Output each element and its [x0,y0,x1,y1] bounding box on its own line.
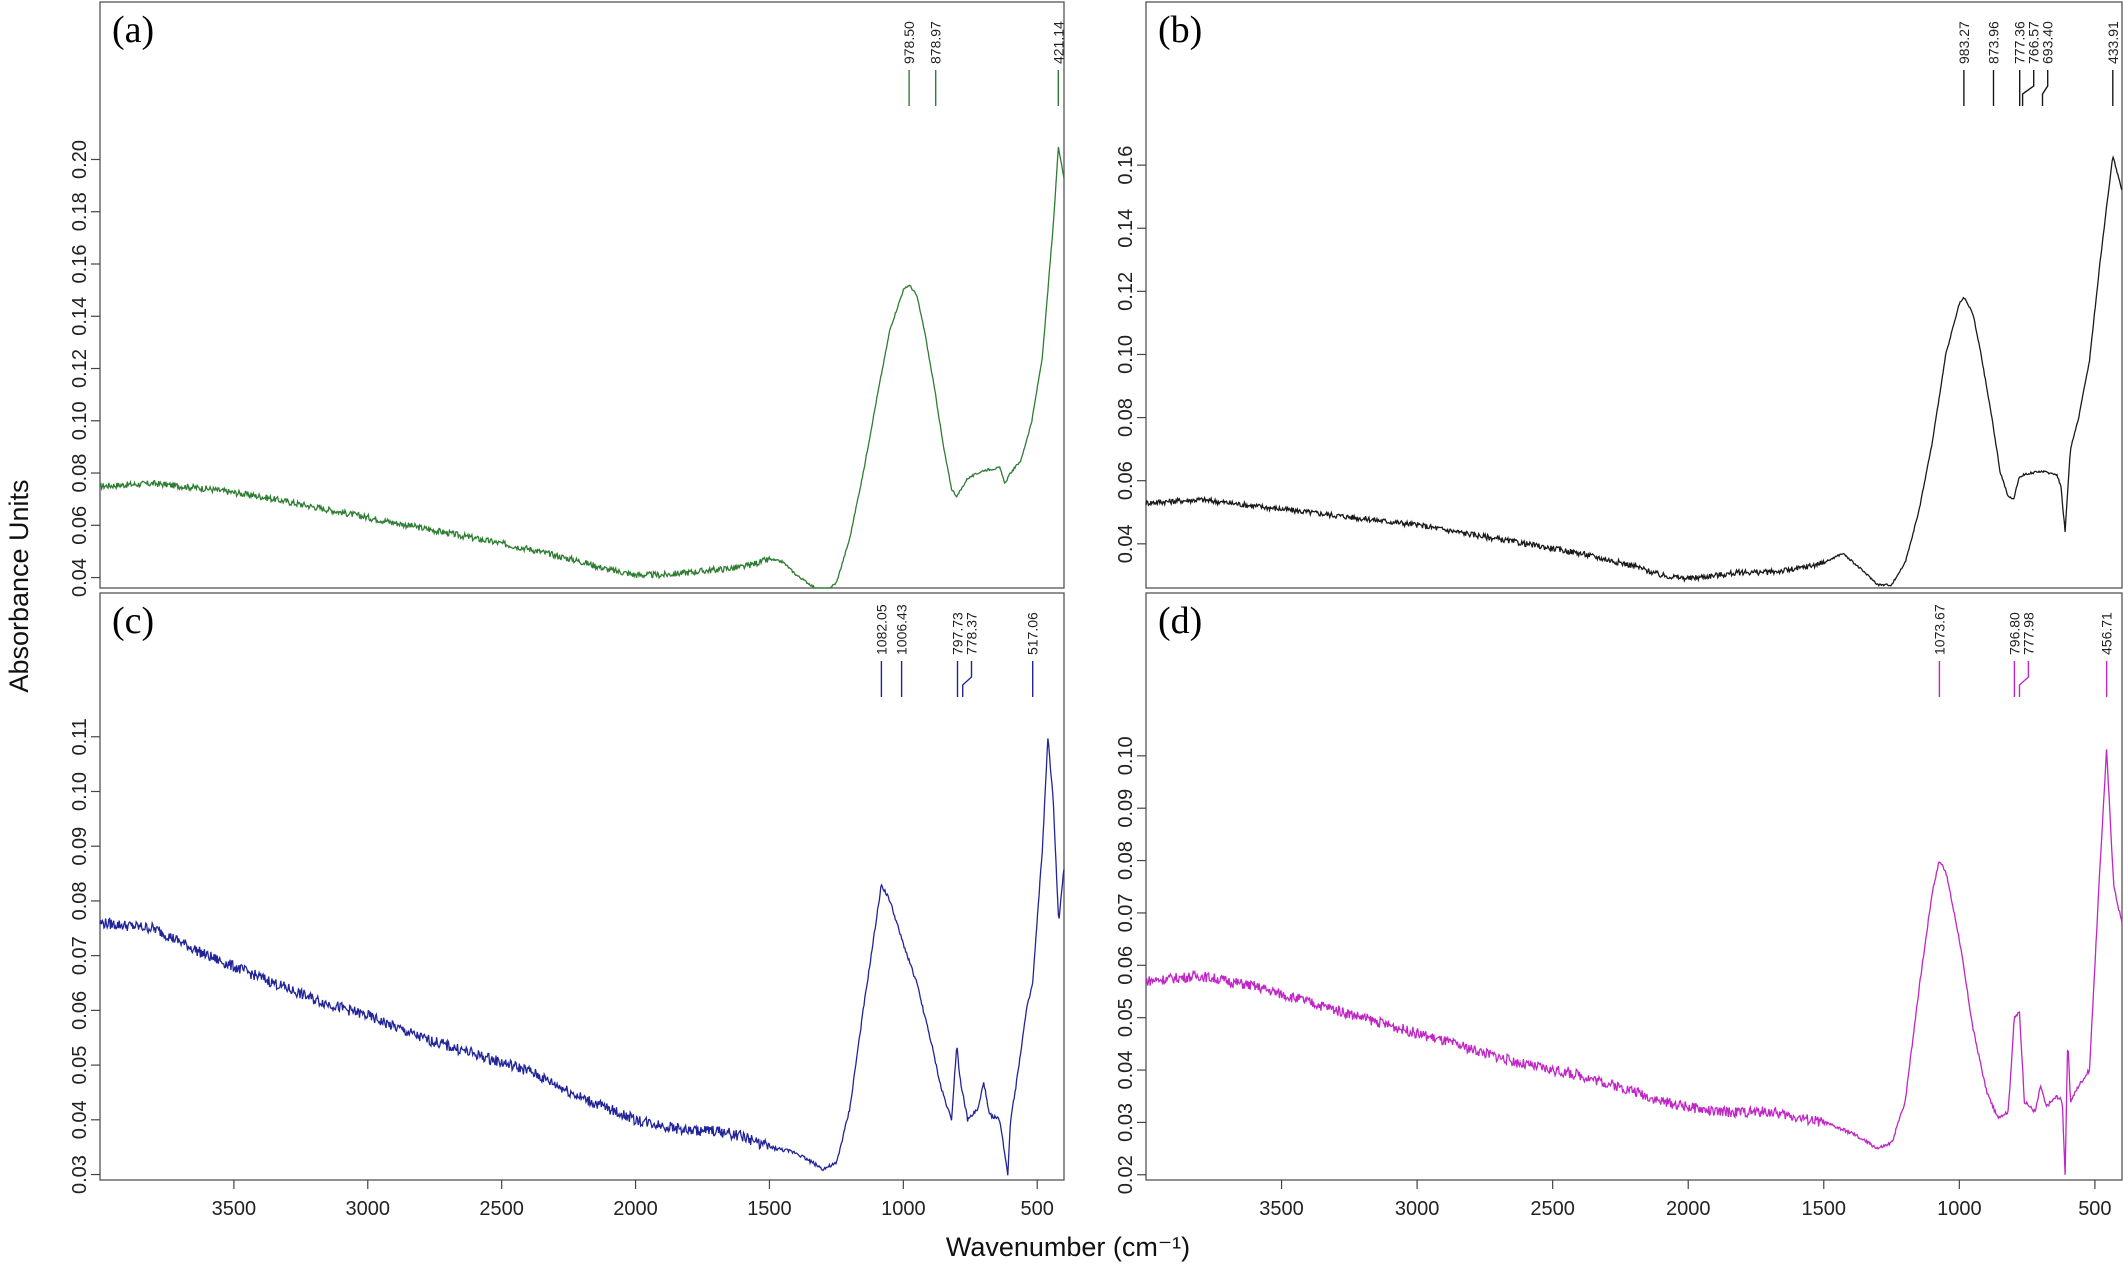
spectrum-line [1145,155,2123,588]
x-tick-label: 2500 [1530,1198,1575,1220]
panel-label: (b) [1158,9,1202,51]
y-tick-label: 0.05 [1115,998,1137,1037]
spectrum-line [1145,749,2123,1175]
peak-label: 978.50 [901,21,917,64]
panel-b: (b) 0.04 0.06 0.08 0.10 0.12 0.14 0.16 983.27 873… [1115,1,2123,589]
x-tick-label: 3500 [1259,1198,1304,1220]
x-tick-label: 1500 [1802,1198,1847,1220]
panel-label: (a) [112,9,154,51]
x-tick-label: 2000 [613,1198,658,1220]
y-tick-label: 0.07 [1115,893,1137,932]
x-tick-label: 2000 [1666,1198,1711,1220]
y-tick-label: 0.04 [69,558,91,597]
panel-d: (d) 0.02 0.03 0.04 0.05 0.06 0.07 0.08 0.09 0.10 3… [1115,592,2123,1220]
peak-label: 778.37 [963,612,979,655]
x-tick-label: 3500 [212,1198,257,1220]
y-tick-label: 0.07 [69,936,91,975]
y-tick-label: 0.08 [69,454,91,493]
y-tick-label: 0.10 [69,401,91,440]
panel-label: (c) [112,600,154,642]
peak-label: 796.80 [2006,612,2022,655]
y-tick-label: 0.06 [69,506,91,545]
y-tick-label: 0.08 [1115,398,1137,437]
x-tick-label: 3000 [1395,1198,1440,1220]
peak-label: 983.27 [1956,21,1972,64]
y-tick-label: 0.03 [1115,1103,1137,1142]
plot-frame [1145,592,2123,1181]
peak-label: 777.98 [2020,612,2036,655]
panel-label: (d) [1158,600,1202,642]
x-tick-label: 1000 [1937,1198,1982,1220]
peak-label: 1006.43 [894,604,910,655]
panel-a: (a) 0.04 0.06 0.08 0.10 0.12 0.14 0.16 0.18 0.20 9… [69,1,1066,597]
y-tick-label: 0.05 [69,1046,91,1085]
y-tick-label: 0.08 [1115,841,1137,880]
peak-label: 1073.67 [1931,604,1947,655]
y-tick-label: 0.10 [69,772,91,811]
y-tick-label: 0.04 [69,1100,91,1139]
y-tick-label: 0.12 [1115,272,1137,311]
x-tick-label: 500 [1021,1198,1054,1220]
y-tick-label: 0.04 [1115,524,1137,563]
spectrum-line [99,738,1065,1176]
y-tick-label: 0.08 [69,881,91,920]
peak-label: 433.91 [2105,21,2121,64]
y-tick-label: 0.06 [1115,461,1137,500]
peak-marker [2041,70,2049,106]
peak-label: 1082.05 [873,604,889,655]
y-tick-label: 0.03 [69,1155,91,1194]
peak-label: 878.97 [928,21,944,64]
y-tick-label: 0.18 [69,192,91,231]
plot-frame [99,592,1065,1181]
y-tick-label: 0.20 [69,140,91,179]
y-tick-label: 0.11 [69,718,91,755]
y-tick-label: 0.06 [1115,946,1137,985]
y-tick-label: 0.16 [69,245,91,284]
x-tick-label: 2500 [479,1198,524,1220]
y-tick-label: 0.09 [69,827,91,866]
peak-marker [2018,661,2030,697]
panel-c: (c) 0.03 0.04 0.05 0.06 0.07 0.08 0.09 0.10 0.11 3… [69,592,1065,1220]
y-tick-label: 0.04 [1115,1051,1137,1090]
y-axis-title: Absorbance Units [4,479,34,692]
peak-label: 797.73 [949,612,965,655]
peak-label: 517.06 [1025,612,1041,655]
x-tick-label: 3000 [346,1198,391,1220]
y-tick-label: 0.14 [69,297,91,336]
spectrum-line [99,146,1065,589]
y-tick-label: 0.14 [1115,209,1137,248]
peak-label: 693.40 [2040,21,2056,64]
x-tick-label: 1000 [881,1198,926,1220]
plot-frame [99,1,1065,589]
peak-label: 766.57 [2026,21,2042,64]
peak-label: 777.36 [2012,21,2028,64]
x-tick-label: 500 [2078,1198,2111,1220]
y-tick-label: 0.10 [1115,736,1137,775]
peak-marker [962,661,973,697]
peak-label: 421.14 [1050,21,1066,64]
y-tick-label: 0.10 [1115,335,1137,374]
y-tick-label: 0.16 [1115,146,1137,185]
y-tick-label: 0.06 [69,991,91,1030]
peak-label: 456.71 [2099,612,2115,655]
x-axis-title: Wavenumber (cm⁻¹) [946,1232,1190,1262]
peak-label: 873.96 [1986,21,2002,64]
plot-frame [1145,1,2123,589]
x-tick-label: 1500 [747,1198,792,1220]
y-tick-label: 0.02 [1115,1155,1137,1194]
peak-marker [2021,70,2035,106]
y-tick-label: 0.12 [69,349,91,388]
y-tick-label: 0.09 [1115,789,1137,828]
